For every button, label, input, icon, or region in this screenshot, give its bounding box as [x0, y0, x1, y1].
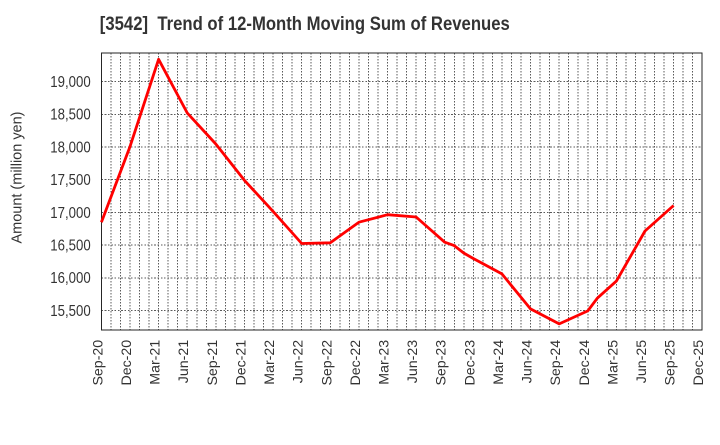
svg-text:Sep-20: Sep-20: [90, 340, 106, 386]
svg-text:Amount (million yen): Amount (million yen): [9, 112, 25, 244]
svg-text:19,000: 19,000: [50, 74, 91, 91]
svg-text:Dec-22: Dec-22: [348, 340, 364, 386]
svg-text:Sep-25: Sep-25: [663, 340, 679, 386]
svg-text:Dec-24: Dec-24: [577, 340, 593, 386]
svg-text:[3542] Trend of 12-Month Movi: [3542] Trend of 12-Month Moving Sum of R…: [100, 14, 510, 35]
svg-text:15,500: 15,500: [50, 303, 91, 320]
svg-text:Dec-25: Dec-25: [691, 340, 707, 386]
svg-text:18,500: 18,500: [50, 107, 91, 124]
svg-text:Sep-22: Sep-22: [319, 340, 335, 386]
svg-text:Mar-23: Mar-23: [377, 340, 393, 385]
svg-text:Dec-21: Dec-21: [233, 340, 249, 386]
svg-text:Mar-22: Mar-22: [262, 340, 278, 385]
svg-text:Jun-25: Jun-25: [634, 340, 650, 383]
svg-text:18,000: 18,000: [50, 139, 91, 156]
svg-text:17,000: 17,000: [50, 205, 91, 222]
svg-text:Mar-25: Mar-25: [605, 340, 621, 385]
svg-text:16,000: 16,000: [50, 270, 91, 287]
svg-text:Sep-24: Sep-24: [548, 340, 564, 386]
svg-text:Mar-21: Mar-21: [148, 340, 164, 385]
svg-text:Jun-21: Jun-21: [176, 340, 192, 383]
svg-text:Jun-22: Jun-22: [291, 340, 307, 383]
svg-text:Dec-20: Dec-20: [119, 340, 135, 386]
svg-text:Jun-24: Jun-24: [520, 340, 536, 383]
svg-text:Jun-23: Jun-23: [405, 340, 421, 383]
svg-text:17,500: 17,500: [50, 172, 91, 189]
svg-text:Sep-21: Sep-21: [205, 340, 221, 386]
svg-text:Mar-24: Mar-24: [491, 340, 507, 385]
svg-text:Sep-23: Sep-23: [434, 340, 450, 386]
svg-text:Dec-23: Dec-23: [462, 340, 478, 386]
svg-text:16,500: 16,500: [50, 237, 91, 254]
